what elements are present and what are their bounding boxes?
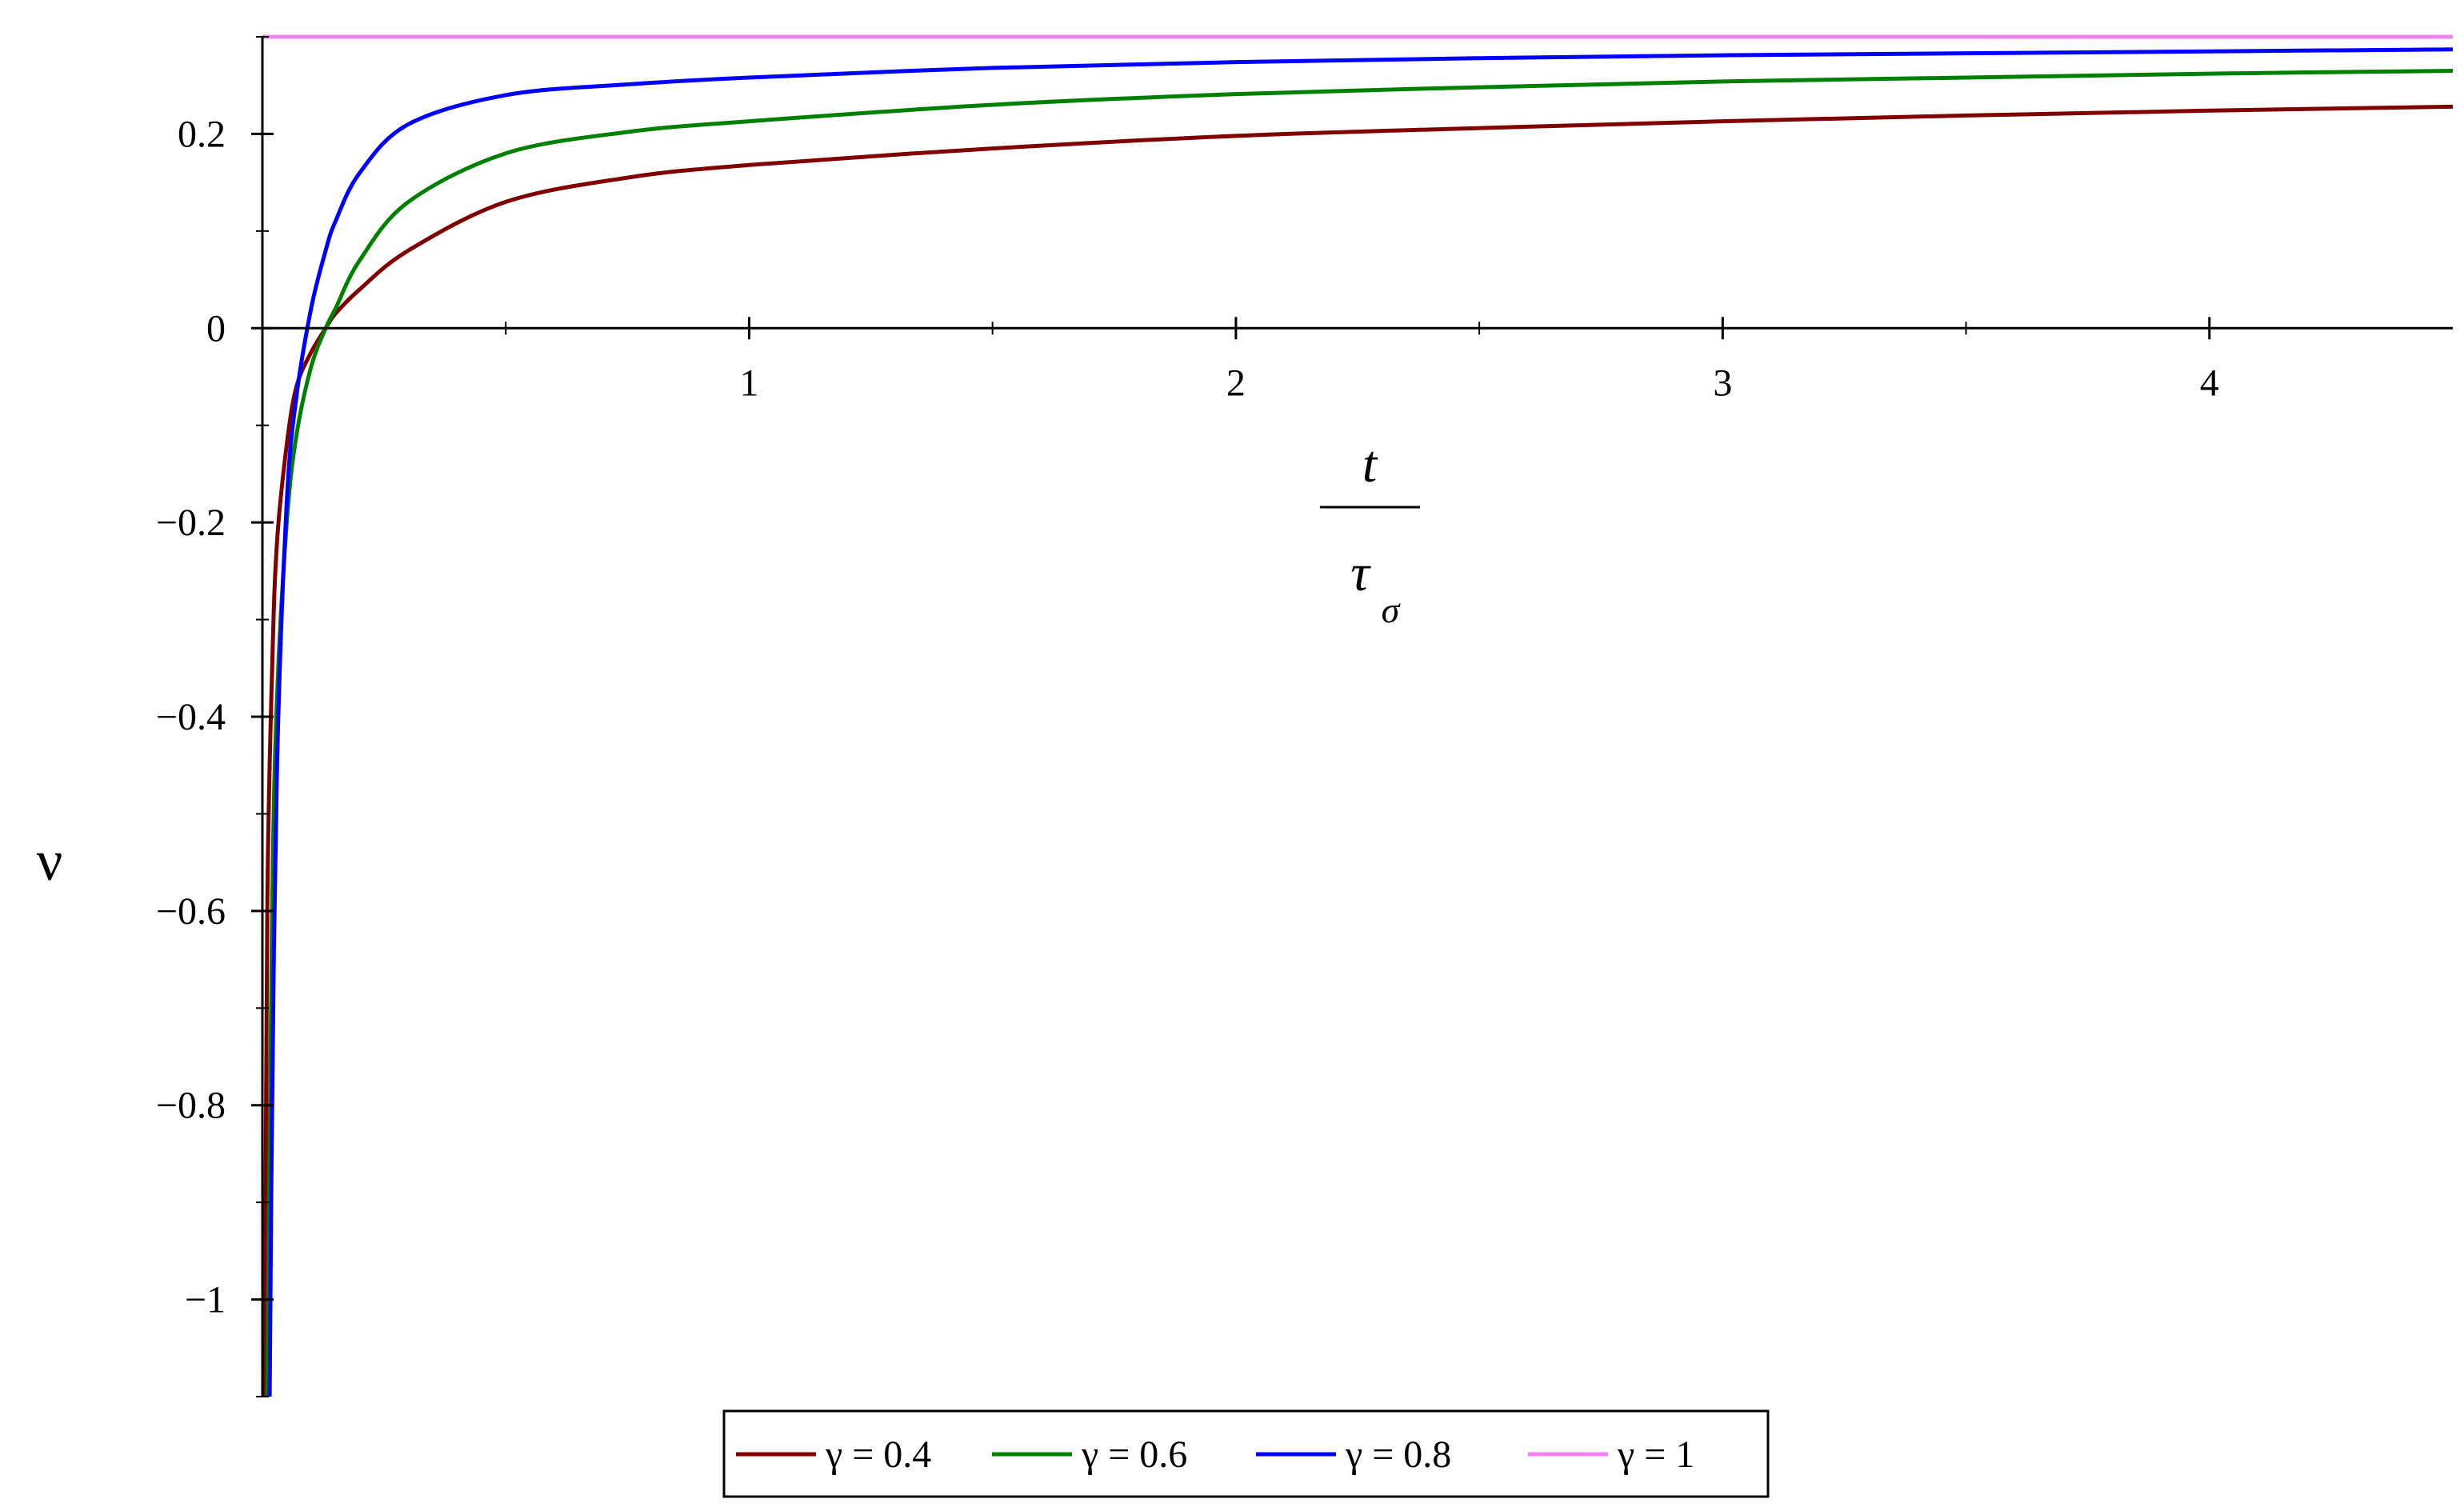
y-tick-label: −0.8 — [156, 1085, 226, 1127]
x-axis-label: t τ σ — [1320, 435, 1420, 630]
y-tick-label: −0.6 — [156, 890, 226, 933]
legend-items: γ = 0.4 γ = 0.6 γ = 0.8 γ = 1 — [736, 1433, 1694, 1476]
x-tick-label: 3 — [1713, 362, 1732, 404]
x-tick-label: 4 — [2200, 362, 2219, 404]
ticks-layer: 1 2 3 4 0.2 0 −0.2 −0.4 −0.6 −0.8 −1 — [156, 36, 2219, 1397]
legend-label: γ = 0.6 — [1081, 1433, 1187, 1476]
x-tick-label: 1 — [739, 362, 758, 404]
legend: γ = 0.4 γ = 0.6 γ = 0.8 γ = 1 — [722, 1409, 1770, 1498]
x-axis-label-subscript: σ — [1382, 590, 1402, 630]
legend-label: γ = 0.4 — [825, 1433, 931, 1476]
legend-label: γ = 0.8 — [1345, 1433, 1451, 1476]
y-tick-label: −0.2 — [156, 502, 226, 544]
y-tick-label: −1 — [185, 1279, 226, 1321]
series-line-1 — [262, 104, 2454, 1397]
series-line-2 — [265, 69, 2454, 1397]
y-tick-label: −0.4 — [156, 696, 226, 738]
x-axis-label-numerator: t — [1362, 435, 1378, 494]
legend-label: γ = 1 — [1617, 1433, 1694, 1476]
y-axis-label: ν — [37, 829, 63, 893]
series-line-3 — [267, 47, 2454, 1397]
x-axis-label-denominator: τ — [1350, 544, 1371, 602]
y-tick-label: 0 — [206, 307, 226, 350]
y-tick-label: 0.2 — [178, 113, 226, 155]
x-tick-label: 2 — [1226, 362, 1246, 404]
series-layer — [262, 34, 2454, 1397]
